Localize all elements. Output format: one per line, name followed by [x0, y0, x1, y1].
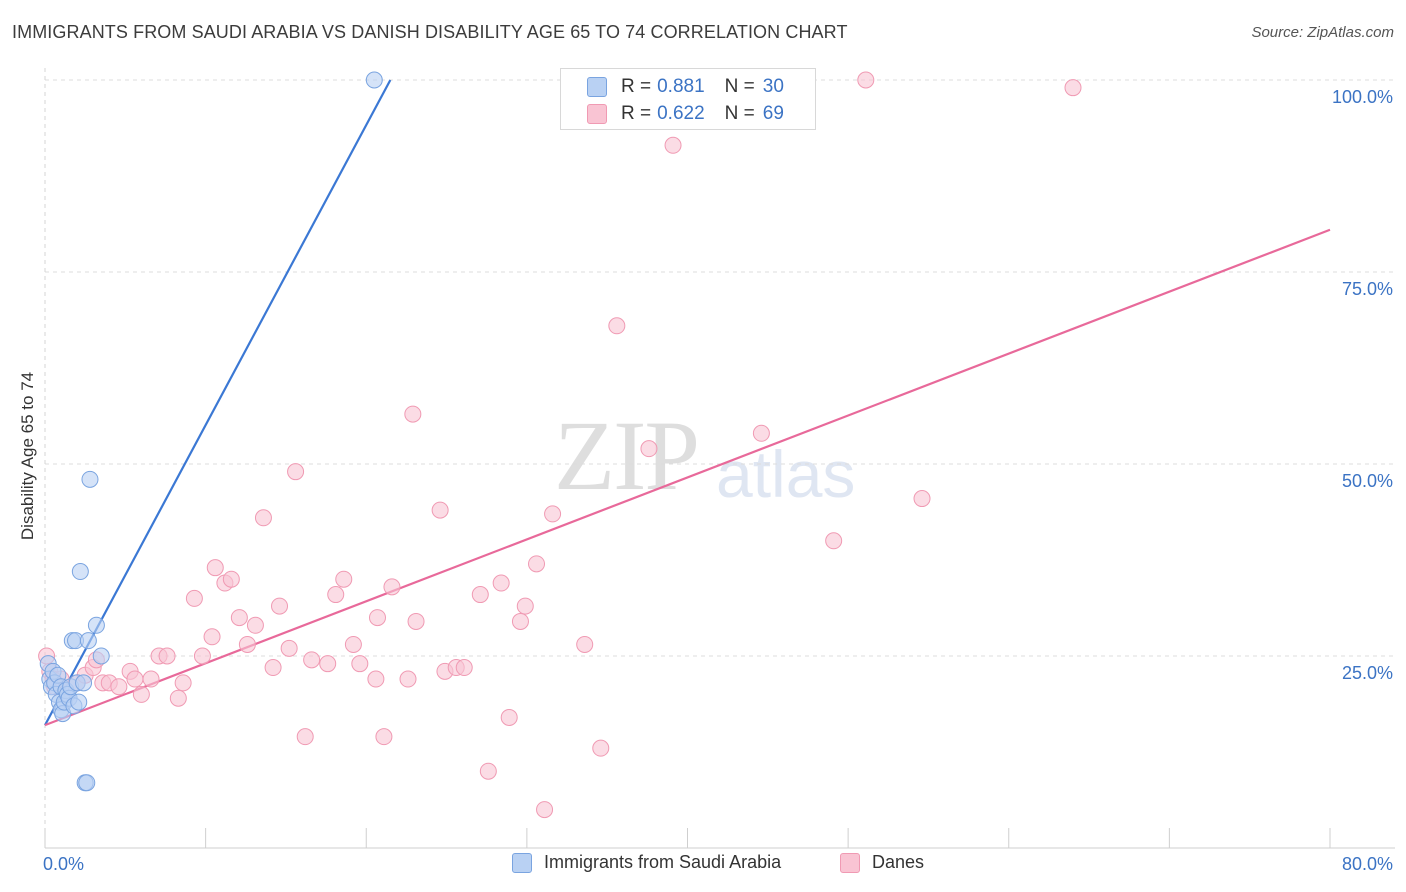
legend-r-value-danes: 0.622	[657, 103, 705, 125]
point-danes	[204, 629, 220, 645]
legend-n-label: N =	[725, 76, 755, 98]
point-danes	[432, 502, 448, 518]
y-tick-label: 25.0%	[1342, 663, 1393, 683]
point-danes	[127, 671, 143, 687]
point-danes	[400, 671, 416, 687]
gridlines	[45, 68, 1395, 848]
point-danes	[297, 729, 313, 745]
point-danes	[405, 406, 421, 422]
point-danes	[537, 802, 553, 818]
legend-r-value-saudi: 0.881	[657, 76, 705, 98]
point-danes	[186, 590, 202, 606]
y-tick-label: 75.0%	[1342, 279, 1393, 299]
legend-n-value-saudi: 30	[763, 76, 784, 98]
point-danes	[328, 587, 344, 603]
point-danes	[304, 652, 320, 668]
point-danes	[914, 491, 930, 507]
bottom-legend-swatch-danes	[840, 853, 860, 873]
scatter-chart: 25.0% 50.0% 75.0% 100.0% 0.0% 80.0%	[0, 0, 1406, 892]
legend-n-value-danes: 69	[763, 103, 784, 125]
legend-swatch-danes	[587, 104, 607, 124]
point-saudi	[93, 648, 109, 664]
bottom-legend-danes: Danes	[840, 852, 924, 873]
point-danes	[239, 636, 255, 652]
point-danes	[368, 671, 384, 687]
point-danes	[826, 533, 842, 549]
point-danes	[641, 441, 657, 457]
bottom-legend-swatch-saudi	[512, 853, 532, 873]
point-saudi	[79, 775, 95, 791]
point-danes	[175, 675, 191, 691]
point-danes	[281, 640, 297, 656]
trend-line-danes	[45, 230, 1330, 725]
point-danes	[265, 660, 281, 676]
point-saudi	[366, 72, 382, 88]
y-axis-label: Disability Age 65 to 74	[18, 372, 38, 540]
point-danes	[345, 636, 361, 652]
axes	[45, 828, 1395, 848]
legend-r-label: R =	[621, 103, 651, 125]
point-danes	[207, 560, 223, 576]
point-danes	[665, 137, 681, 153]
point-danes	[320, 656, 336, 672]
point-danes	[170, 690, 186, 706]
point-danes	[517, 598, 533, 614]
point-danes	[352, 656, 368, 672]
bottom-legend-label-danes: Danes	[872, 852, 924, 873]
point-danes	[609, 318, 625, 334]
point-danes	[593, 740, 609, 756]
point-saudi	[71, 694, 87, 710]
point-danes	[194, 648, 210, 664]
point-danes	[472, 587, 488, 603]
point-danes	[288, 464, 304, 480]
tick-labels: 25.0% 50.0% 75.0% 100.0% 0.0% 80.0%	[43, 87, 1393, 874]
legend-n-label: N =	[725, 103, 755, 125]
point-danes	[376, 729, 392, 745]
point-saudi	[76, 675, 92, 691]
point-danes	[512, 613, 528, 629]
bottom-legend-saudi: Immigrants from Saudi Arabia	[512, 852, 781, 873]
point-danes	[369, 610, 385, 626]
x-tick-label: 0.0%	[43, 854, 84, 874]
point-danes	[111, 679, 127, 695]
point-danes	[501, 709, 517, 725]
point-danes	[1065, 80, 1081, 96]
point-danes	[255, 510, 271, 526]
point-saudi	[80, 633, 96, 649]
trend-lines	[45, 80, 1330, 725]
y-tick-label: 100.0%	[1332, 87, 1393, 107]
point-danes	[753, 425, 769, 441]
point-danes	[143, 671, 159, 687]
legend-row-danes: R = 0.622 N = 69	[587, 102, 784, 126]
point-danes	[577, 636, 593, 652]
point-danes	[159, 648, 175, 664]
legend-r-label: R =	[621, 76, 651, 98]
bottom-legend-label-saudi: Immigrants from Saudi Arabia	[544, 852, 781, 873]
point-saudi	[82, 471, 98, 487]
y-tick-label: 50.0%	[1342, 471, 1393, 491]
point-saudi	[72, 564, 88, 580]
point-danes	[480, 763, 496, 779]
point-danes	[529, 556, 545, 572]
point-danes	[231, 610, 247, 626]
correlation-legend: R = 0.881 N = 30 R = 0.622 N = 69	[560, 68, 816, 130]
point-danes	[858, 72, 874, 88]
point-danes	[545, 506, 561, 522]
point-danes	[223, 571, 239, 587]
point-danes	[408, 613, 424, 629]
point-danes	[247, 617, 263, 633]
point-danes	[272, 598, 288, 614]
point-danes	[384, 579, 400, 595]
point-danes	[336, 571, 352, 587]
point-danes	[133, 686, 149, 702]
point-danes	[456, 660, 472, 676]
legend-row-saudi: R = 0.881 N = 30	[587, 75, 784, 99]
legend-swatch-saudi	[587, 77, 607, 97]
x-tick-label: 80.0%	[1342, 854, 1393, 874]
point-saudi	[88, 617, 104, 633]
point-danes	[493, 575, 509, 591]
